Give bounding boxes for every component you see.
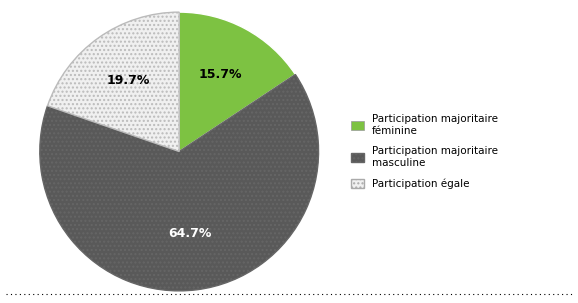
- Legend: Participation majoritaire
féminine, Participation majoritaire
masculine, Partici: Participation majoritaire féminine, Part…: [351, 114, 498, 189]
- Wedge shape: [47, 12, 179, 152]
- Text: 15.7%: 15.7%: [199, 68, 242, 81]
- Text: 64.7%: 64.7%: [168, 227, 211, 240]
- Wedge shape: [179, 12, 295, 152]
- Text: 19.7%: 19.7%: [107, 74, 150, 87]
- Wedge shape: [40, 75, 318, 291]
